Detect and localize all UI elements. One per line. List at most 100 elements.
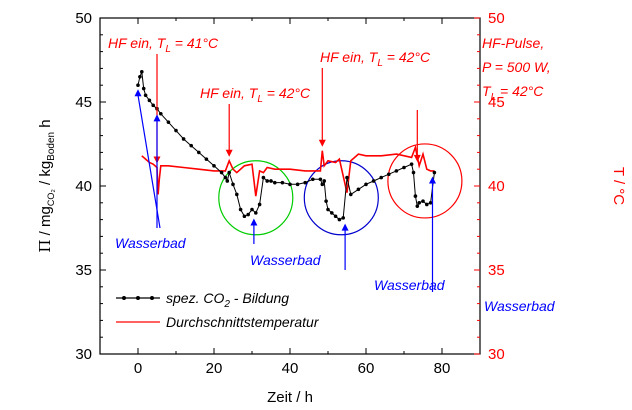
co2-point-12	[189, 143, 193, 148]
x-tick-label-1: 20	[206, 360, 223, 377]
temperature-line	[141, 144, 435, 197]
y-right-tick-label-4: 50	[488, 10, 505, 27]
y-axis-right-label: T / °C	[610, 167, 627, 205]
co2-point-18	[225, 179, 230, 183]
co2-point-9	[166, 120, 171, 124]
co2-point-43	[333, 214, 338, 219]
co2-point-17	[223, 175, 228, 180]
co2-point-34	[295, 182, 300, 187]
co2-point-52	[387, 172, 391, 177]
co2-point-33	[288, 182, 292, 187]
co2-point-61	[425, 202, 429, 207]
co2-point-38	[320, 182, 325, 187]
legend-co2-marker-1	[122, 296, 126, 300]
co2-point-59	[417, 201, 422, 205]
annotation-hf-pulse-line3: TL = 42°C	[482, 83, 544, 103]
annotation-hf-41-sub: L	[165, 44, 171, 55]
y-left-tick-label-1: 35	[75, 262, 92, 279]
legend-co2-suffix: - Bildung	[230, 290, 289, 306]
co2-point-19	[227, 170, 231, 175]
y-axis-left-ticks: 30 35 40 45 50	[75, 10, 106, 363]
legend-co2-label: spez. CO2 - Bildung	[166, 290, 289, 310]
hf-arrow-head-3	[413, 154, 421, 162]
annotation-hf-pulse-line2: P = 500 W,	[482, 59, 551, 75]
co2-point-39	[322, 179, 327, 183]
hf-arrow-head-1	[225, 149, 233, 157]
x-tick-label-2: 40	[282, 360, 299, 377]
co2-point-36	[311, 177, 315, 182]
wasserbad-label-4: Wasserbad	[484, 298, 556, 314]
annotation-hf-41-post: = 41°C	[171, 35, 219, 51]
co2-line	[137, 71, 435, 221]
y-axis-left-label: Π / mgCO₂ / kgBoden h	[36, 119, 57, 252]
co2-point-3	[141, 86, 146, 91]
annotation-hf-42-a: HF ein, TL = 42°C	[200, 85, 311, 105]
wasserbad-label-3: Wasserbad	[374, 277, 446, 293]
co2-point-35	[303, 180, 308, 185]
annotation-hf-pulse-line3-pre: T	[482, 83, 492, 99]
annotation-hf-42-a-sub: L	[257, 94, 263, 105]
co2-point-37	[318, 177, 323, 182]
y-label-pi: Π	[36, 240, 54, 253]
x-tick-label-0: 0	[134, 360, 142, 377]
y-label-mg: mg	[37, 206, 54, 227]
y-axis-right-ticks: 30 35 40 45 50	[474, 10, 505, 363]
y-label-sep2: / kg	[37, 161, 54, 189]
wasserbad-arrow-head-2	[250, 218, 258, 226]
co2-point-56	[411, 170, 416, 175]
co2-point-23	[242, 214, 247, 219]
highlight-circles	[218, 143, 463, 236]
legend: spez. CO2 - Bildung Durchschnittstempera…	[116, 290, 320, 330]
co2-point-50	[371, 179, 376, 183]
co2-point-47	[349, 192, 353, 197]
co2-point-14	[204, 157, 209, 161]
wasserbad-arrow-head-0	[134, 89, 142, 97]
wasserbad-arrow-line-0	[137, 95, 161, 229]
co2-point-41	[326, 207, 330, 212]
co2-series	[136, 69, 437, 222]
co2-point-26	[254, 211, 258, 215]
y-right-tick-label-0: 30	[488, 346, 505, 363]
annotation-hf-42-a-pre: HF ein, T	[200, 85, 259, 101]
co2-point-1	[138, 75, 142, 79]
highlight-circle-0	[218, 160, 294, 236]
annotation-hf-pulse-line3-post: = 42°C	[496, 83, 544, 99]
co2-point-44	[337, 217, 342, 222]
y-right-tick-label-1: 35	[488, 262, 505, 279]
co2-point-55	[409, 162, 414, 166]
wasserbad-arrow-head-1	[153, 114, 161, 122]
co2-point-57	[413, 194, 418, 198]
co2-point-8	[159, 111, 163, 116]
highlight-circle-1	[303, 160, 379, 236]
annotation-hf-42-b-pre: HF ein, T	[320, 49, 379, 65]
co2-point-30	[269, 179, 273, 183]
annotation-hf-42-b-post: = 42°C	[383, 49, 431, 65]
co2-point-54	[402, 165, 406, 170]
legend-co2-prefix: spez. CO	[166, 290, 224, 306]
hf-arrow-head-2	[318, 139, 326, 147]
co2-point-60	[421, 199, 425, 203]
y-left-tick-label-3: 45	[75, 94, 92, 111]
wasserbad-arrow-head-4	[429, 176, 436, 184]
co2-point-27	[257, 202, 262, 207]
co2-point-5	[147, 98, 152, 103]
co2-point-10	[174, 128, 178, 133]
x-axis-label: Zeit / h	[267, 389, 313, 406]
co2-point-53	[394, 169, 399, 173]
co2-point-32	[280, 180, 285, 185]
wasserbad-label-2: Wasserbad	[250, 252, 322, 268]
co2-point-6	[151, 103, 155, 108]
annotation-hf-pulse-line3-sub: L	[491, 92, 497, 103]
y-label-sep1: /	[37, 227, 54, 240]
wasserbad-arrow-head-3	[341, 223, 349, 231]
y-right-tick-label-3: 45	[488, 94, 505, 111]
co2-point-13	[197, 150, 201, 155]
legend-temp-label: Durchschnittstemperatur	[166, 314, 320, 330]
annotation-hf-42-b-sub: L	[377, 58, 383, 69]
legend-co2-marker-2	[136, 296, 140, 300]
co2-point-40	[324, 199, 328, 203]
legend-co2-marker-3	[150, 296, 154, 300]
y-left-tick-label-2: 40	[75, 178, 92, 195]
y-label-mg-sub: CO₂	[46, 189, 56, 207]
